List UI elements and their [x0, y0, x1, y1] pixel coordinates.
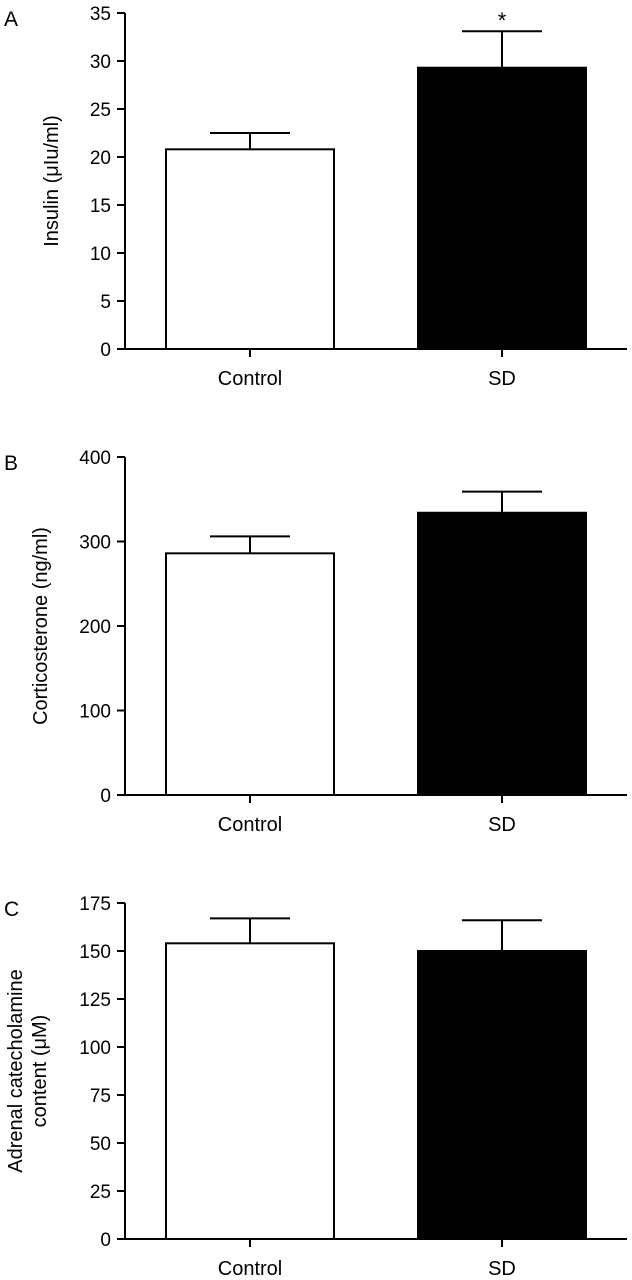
y-tick-label: 20: [90, 148, 111, 169]
y-tick-label: 75: [90, 1086, 111, 1107]
bar-control: [165, 148, 335, 350]
y-tick-label: 25: [90, 100, 111, 121]
y-axis-title: Corticosterone (ng/ml): [30, 527, 52, 725]
y-tick-label: 125: [79, 990, 111, 1011]
x-tick-label: Control: [218, 368, 282, 390]
y-tick-label: 0: [100, 340, 111, 361]
y-tick-label: 175: [79, 894, 111, 915]
panel-label: C: [4, 898, 19, 921]
bar-control: [165, 552, 335, 797]
bar-sd: [417, 511, 587, 797]
y-axis-title: Adrenal catecholamine: [5, 969, 27, 1172]
bar-control: [165, 942, 335, 1240]
panel-label: A: [4, 8, 18, 31]
y-tick-label: 0: [100, 786, 111, 807]
y-tick-label: 10: [90, 244, 111, 265]
y-tick-label: 200: [79, 617, 111, 638]
y-tick-label: 50: [90, 1134, 111, 1155]
chart-panel-b: B Control SD 0 100 200 300 400 Corticosterone (n…: [4, 448, 627, 836]
y-axis-title: content (μM): [29, 1015, 51, 1128]
y-tick-label: 5: [100, 292, 111, 313]
y-tick-label: 30: [90, 52, 111, 73]
chart-panel-a: A Control * SD 0 5 10 15 20 25 30 35 Insulin (μIu/ml…: [4, 4, 627, 390]
x-tick-label: Control: [218, 1258, 282, 1280]
y-tick-label: 25: [90, 1182, 111, 1203]
x-tick-label: Control: [218, 814, 282, 836]
y-axis-title: Insulin (μIu/ml): [41, 115, 63, 247]
x-tick-label: SD: [488, 368, 516, 390]
x-tick-label: SD: [488, 1258, 516, 1280]
y-tick-label: 0: [100, 1230, 111, 1251]
panel-label: B: [4, 452, 18, 475]
y-tick-label: 100: [79, 702, 111, 723]
y-tick-label: 300: [79, 533, 111, 554]
y-tick-label: 400: [79, 448, 111, 469]
y-tick-label: 100: [79, 1038, 111, 1059]
x-tick-label: SD: [488, 814, 516, 836]
y-tick-label: 35: [90, 4, 111, 25]
y-tick-label: 150: [79, 942, 111, 963]
chart-panel-c: C Control SD 0 25 50 75 100 125 150 175 Adrenal cat…: [4, 894, 627, 1280]
bar-sd: [417, 66, 587, 350]
bar-sd: [417, 950, 587, 1240]
significance-marker: *: [498, 8, 507, 33]
y-tick-label: 15: [90, 196, 111, 217]
